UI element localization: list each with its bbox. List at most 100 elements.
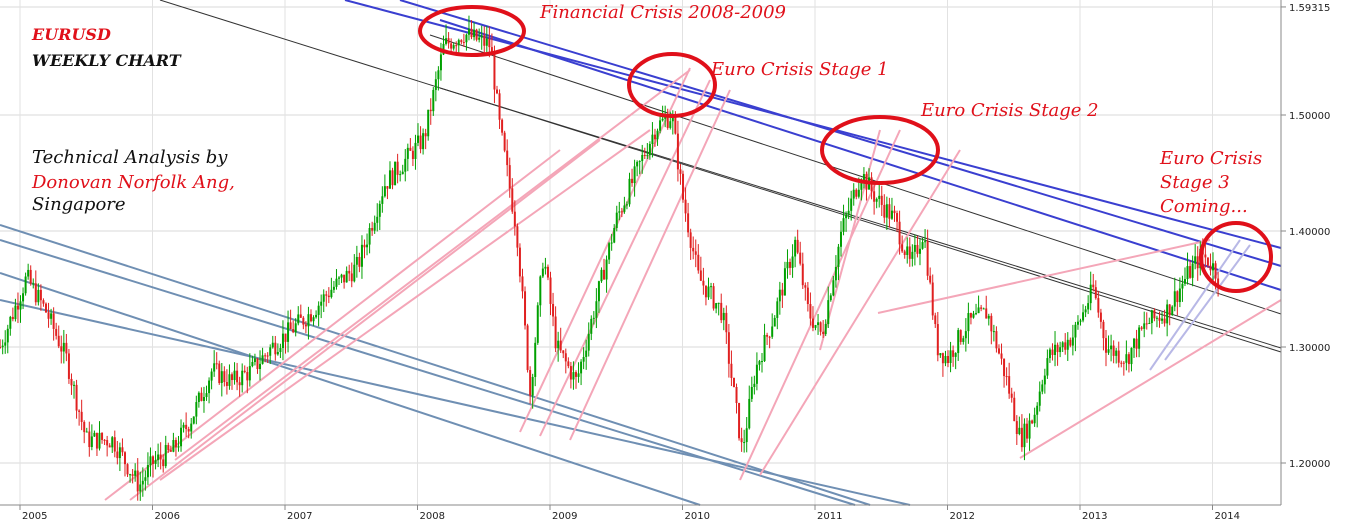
candle-body bbox=[1204, 254, 1207, 258]
candle-body bbox=[470, 28, 473, 38]
candle-body bbox=[1196, 256, 1199, 269]
y-tick-label: 1.59315 bbox=[1289, 3, 1330, 14]
candle-body bbox=[799, 252, 802, 264]
candle-body bbox=[954, 353, 957, 357]
candle-body bbox=[210, 371, 213, 381]
candle-body bbox=[83, 421, 86, 433]
candle-body bbox=[676, 133, 679, 170]
candle-body bbox=[0, 347, 2, 348]
credit-line-3: Singapore bbox=[32, 194, 126, 215]
candle-body bbox=[427, 109, 430, 137]
candle-body bbox=[236, 370, 239, 383]
candle-body bbox=[778, 289, 781, 302]
candle-body bbox=[462, 42, 465, 44]
candle-body bbox=[929, 275, 932, 283]
candle-body bbox=[1194, 256, 1197, 264]
candle-body bbox=[200, 392, 203, 401]
candle-body bbox=[549, 277, 552, 304]
candle-body bbox=[246, 372, 249, 381]
candle-body bbox=[964, 331, 967, 339]
candle-body bbox=[192, 416, 195, 424]
candle-body bbox=[720, 302, 723, 321]
candle-body bbox=[534, 342, 537, 377]
candle-body bbox=[1046, 358, 1049, 376]
x-tick-label: 2005 bbox=[22, 511, 47, 522]
candle-body bbox=[322, 294, 325, 302]
candle-body bbox=[625, 204, 628, 206]
candle-body bbox=[648, 144, 651, 156]
candle-body bbox=[539, 276, 542, 306]
candle-body bbox=[1143, 323, 1146, 329]
pink-channel-line bbox=[174, 69, 691, 461]
y-tick-label: 1.40000 bbox=[1289, 227, 1330, 238]
candle-body bbox=[653, 134, 656, 140]
candle-body bbox=[552, 303, 555, 317]
candle-body bbox=[457, 40, 460, 46]
candle-body bbox=[898, 221, 901, 245]
candle-body bbox=[496, 89, 498, 94]
pink-channel-line bbox=[739, 129, 901, 481]
candle-body bbox=[116, 451, 119, 459]
candle-body bbox=[348, 270, 351, 274]
x-axis: 2005 2006 2007 2008 2009 2010 2011 2012 2013 2014 bbox=[19, 505, 1240, 522]
candle-body bbox=[967, 313, 970, 332]
candle-body bbox=[312, 317, 315, 322]
candle-body bbox=[411, 150, 414, 160]
annotation-stage3-line-1: Euro Crisis bbox=[1159, 148, 1262, 169]
candle-body bbox=[1061, 342, 1064, 348]
candle-body bbox=[401, 171, 404, 175]
candle-body bbox=[761, 361, 763, 363]
candle-body bbox=[623, 205, 626, 212]
candle-body bbox=[908, 246, 911, 259]
candle-body bbox=[243, 370, 246, 373]
candle-body bbox=[1064, 342, 1067, 350]
candle-body bbox=[180, 427, 183, 447]
candle-body bbox=[294, 323, 297, 333]
candle-body bbox=[740, 438, 743, 443]
candle-body bbox=[595, 301, 598, 318]
candle-body bbox=[722, 312, 725, 321]
candle-body bbox=[671, 117, 674, 122]
candle-body bbox=[335, 278, 338, 287]
candle-body bbox=[794, 239, 797, 257]
candle-body bbox=[253, 358, 256, 363]
candle-body bbox=[633, 166, 636, 184]
candle-body bbox=[350, 273, 353, 282]
candle-body bbox=[307, 314, 310, 327]
candle-body bbox=[182, 424, 185, 428]
candle-body bbox=[473, 29, 476, 38]
candle-body bbox=[1127, 354, 1130, 365]
candle-body bbox=[814, 325, 817, 328]
candle-body bbox=[574, 372, 577, 377]
candle-body bbox=[419, 135, 422, 150]
candle-body bbox=[251, 362, 254, 367]
candle-body bbox=[577, 373, 580, 377]
candle-body bbox=[1033, 414, 1036, 424]
candle-body bbox=[299, 314, 302, 318]
candle-body bbox=[266, 355, 269, 357]
x-tick-label: 2007 bbox=[287, 511, 312, 522]
candle-body bbox=[1082, 312, 1085, 321]
trend-lines bbox=[0, 0, 1282, 506]
candle-body bbox=[376, 216, 379, 223]
candle-body bbox=[564, 353, 567, 362]
candle-body bbox=[284, 333, 287, 342]
candle-body bbox=[745, 428, 748, 443]
candle-body bbox=[997, 348, 1000, 354]
candle-body bbox=[490, 47, 493, 55]
candle-body bbox=[338, 277, 341, 279]
candle-body bbox=[911, 251, 914, 259]
candle-body bbox=[1043, 375, 1046, 385]
candle-body bbox=[1038, 391, 1041, 406]
candle-body bbox=[315, 314, 318, 318]
candle-body bbox=[1212, 263, 1215, 271]
candle-body bbox=[1206, 257, 1209, 266]
candle-body bbox=[995, 331, 998, 349]
candle-body bbox=[1189, 266, 1192, 278]
candle-body bbox=[1005, 376, 1008, 378]
candle-body bbox=[404, 158, 407, 172]
candle-body bbox=[1122, 362, 1125, 364]
candle-body bbox=[1153, 310, 1156, 319]
candle-body bbox=[692, 247, 695, 252]
candle-body bbox=[292, 329, 295, 333]
